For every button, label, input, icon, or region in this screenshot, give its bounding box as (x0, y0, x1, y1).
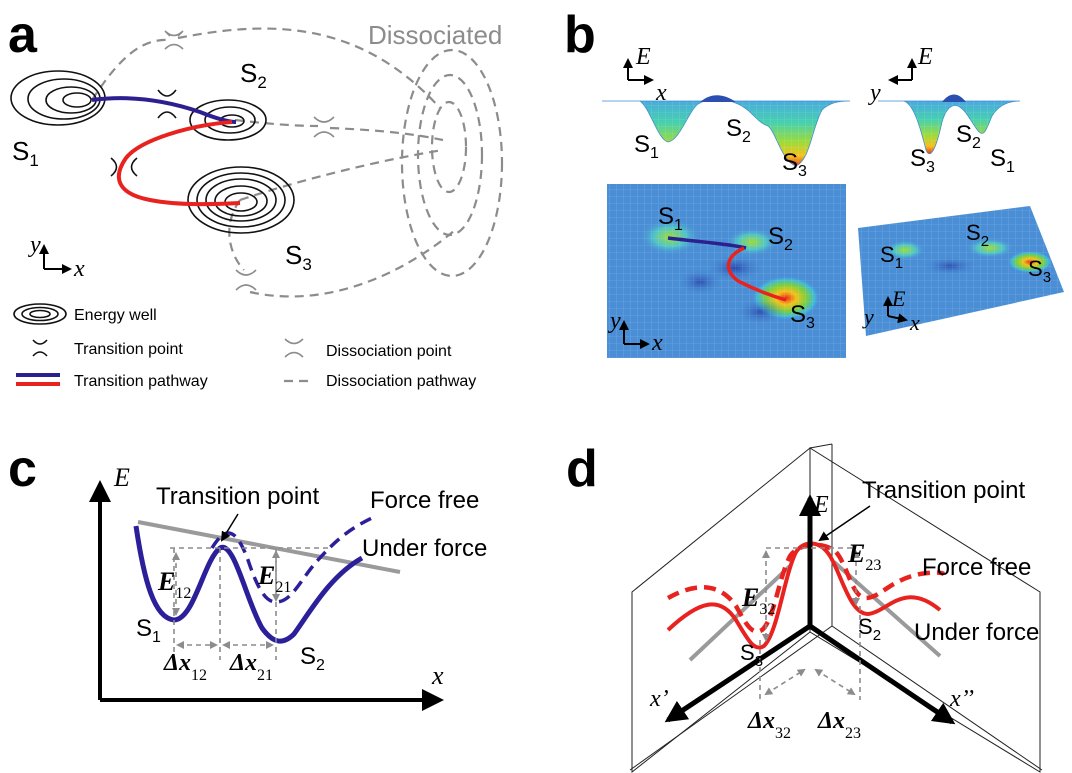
legend-dissociation-point-label: Dissociation point (326, 343, 452, 360)
panel-c-s2-label: S2 (300, 643, 325, 674)
panel-a-legend: Energy well Transition point Transition … (13, 303, 476, 390)
panel-b-axis-x-left: x (655, 80, 667, 106)
legend-transition-pathway-icon (16, 373, 60, 386)
under-force-curve (133, 525, 364, 644)
panel-c-guides (170, 547, 330, 660)
panel-b-axis-e-right: E (917, 44, 933, 70)
panel-d-e32-label: E32 (741, 583, 775, 618)
panel-a: a Dissociated (8, 6, 504, 390)
force-free-curve (210, 514, 377, 604)
dissociation-point-2 (313, 116, 335, 138)
map-s1-label: S1 (658, 203, 683, 234)
map-s2-label: S2 (768, 223, 793, 254)
energy-map-top-view: S1 S2 S3 y x (607, 184, 846, 358)
profile-y-s2-label: S2 (956, 121, 981, 152)
panel-d-transition-point-label: Transition point (862, 477, 1026, 504)
surf-s2-label: S2 (966, 220, 989, 250)
panel-c-force-free-label: Force free (370, 487, 479, 514)
energy-profile-y: E y S3 S2 S1 (868, 44, 1021, 176)
panel-a-axis-x: x (73, 256, 85, 282)
profile-y-s3-label: S3 (910, 145, 935, 176)
panel-c-dx12-label: Δx12 (163, 650, 207, 684)
panel-d-dx32-label: Δx32 (747, 708, 791, 742)
legend-energy-well-icon (13, 303, 67, 325)
dissociation-pathways (91, 27, 456, 298)
panel-b: b E x S1 S2 S3 E y S3 S2 S1 (564, 6, 1064, 358)
panel-d-s3-label: S3 (740, 640, 763, 670)
state-s3-label: S3 (285, 240, 312, 274)
surf-axis-y: y (862, 304, 874, 329)
legend-energy-well-label: Energy well (74, 307, 157, 324)
panel-d-force-free-curve (666, 542, 946, 634)
map-axis-y: y (608, 308, 621, 334)
panel-c: c E x Transition point Force free Under … (8, 440, 487, 711)
energy-well-s1 (10, 70, 106, 126)
panel-a-axis-y: y (28, 232, 41, 258)
legend-transition-pathway-label: Transition pathway (74, 373, 208, 390)
panel-d-under-force-curve (666, 541, 942, 650)
tilt-line-right (832, 560, 942, 658)
panel-d-axis-e: E (813, 492, 829, 518)
energy-well-s3 (187, 166, 295, 234)
energy-profile-x: E x S1 S2 S3 (602, 44, 851, 180)
panel-d-axis-x2: x’’ (949, 686, 974, 712)
surf-axis-e: E (891, 286, 906, 311)
panel-d-s2-label: S2 (858, 614, 881, 644)
transition-point-2 (110, 157, 138, 177)
panel-a-axes: y x (28, 232, 85, 282)
legend-dissociation-pathway-label: Dissociation pathway (326, 373, 476, 390)
profile-x-s2-label: S2 (726, 115, 751, 146)
legend-dissociation-point-icon (284, 338, 304, 358)
panel-d-transition-point-arrow (818, 505, 871, 542)
panel-d: d E x’ x’’ (566, 440, 1043, 773)
panel-label-c: c (8, 440, 37, 498)
panel-c-dx21-label: Δx21 (229, 650, 273, 684)
panel-c-under-force-label: Under force (362, 535, 487, 562)
profile-y-s1-label: S1 (990, 145, 1015, 176)
panel-label-b: b (564, 6, 596, 64)
legend-transition-point-icon (32, 339, 48, 357)
transition-point-1 (157, 89, 177, 119)
energy-surface-3d: S1 S2 S3 y E x (858, 206, 1064, 336)
panel-d-x1-axis (664, 623, 812, 723)
profile-x-s3-label: S3 (782, 149, 807, 180)
surf-s1-label: S1 (880, 242, 903, 272)
surf-s3-label: S3 (1028, 256, 1051, 286)
panel-c-e12-label: E12 (157, 567, 191, 602)
profile-x-s1-label: S1 (634, 131, 659, 162)
panel-d-force-free-label: Force free (922, 554, 1031, 581)
panel-c-axis-x: x (431, 661, 444, 690)
panel-label-a: a (8, 6, 38, 64)
panel-c-axis-e: E (113, 463, 130, 492)
map-axis-x: x (651, 330, 663, 356)
panel-c-s1-label: S1 (136, 615, 161, 646)
legend-transition-point-label: Transition point (74, 341, 183, 358)
energy-well-s2 (189, 99, 267, 141)
state-s1-label: S1 (12, 136, 39, 170)
dissociated-label: Dissociated (368, 20, 502, 50)
panel-b-axis-y-right: y (868, 80, 881, 106)
surf-axis-x: x (909, 310, 920, 335)
panel-b-axis-e-left: E (635, 44, 651, 70)
transition-pathway-s2-s3 (116, 120, 241, 207)
dissociation-point-1 (164, 30, 184, 50)
map-s3-label: S3 (790, 301, 815, 332)
panel-d-dx23-label: Δx23 (817, 708, 861, 742)
panel-d-x2-axis (808, 623, 956, 725)
panel-c-transition-point-arrow (220, 513, 239, 542)
dissociated-well (400, 48, 504, 278)
panel-c-e21-label: E21 (257, 561, 291, 596)
dissociation-point-3 (235, 269, 257, 291)
panel-d-e23-label: E23 (847, 539, 881, 574)
panel-c-transition-point-label: Transition point (156, 483, 320, 510)
panel-label-d: d (566, 440, 598, 498)
panel-d-under-force-label: Under force (914, 619, 1039, 646)
panel-d-axis-x1: x’ (649, 686, 669, 712)
state-s2-label: S2 (240, 58, 267, 92)
panel-d-guides (759, 547, 861, 700)
